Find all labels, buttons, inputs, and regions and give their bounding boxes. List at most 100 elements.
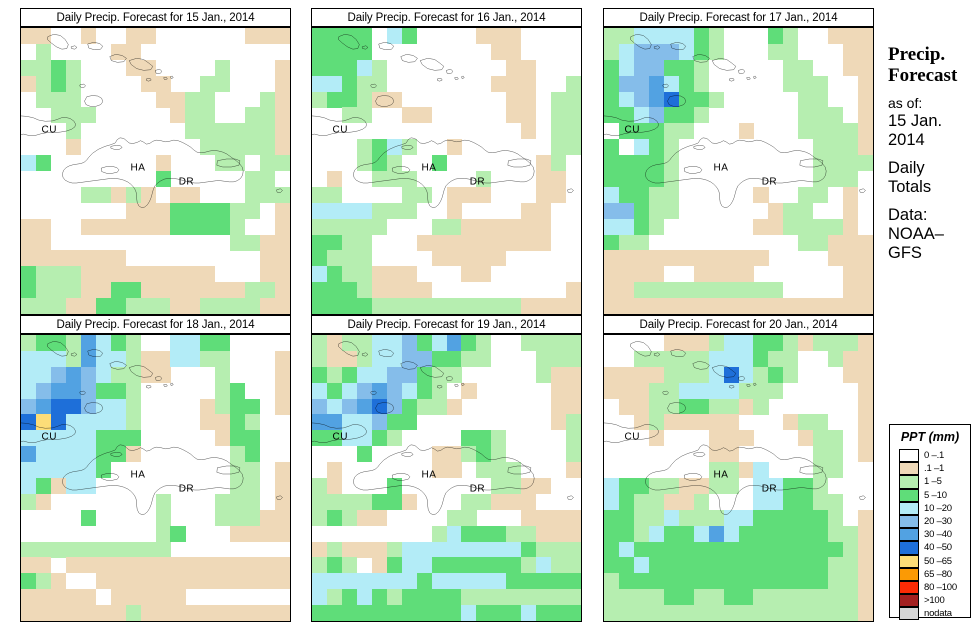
raster-cell	[476, 430, 492, 447]
raster-cell	[416, 557, 432, 574]
raster-cell	[843, 282, 859, 299]
legend-item: 40 –50	[899, 541, 957, 555]
raster-cell	[828, 155, 844, 172]
raster-cell	[356, 59, 372, 76]
raster-cell	[648, 398, 664, 415]
raster-cell	[566, 350, 581, 367]
raster-cell	[35, 250, 52, 267]
raster-cell	[858, 75, 873, 92]
raster-cell	[401, 557, 417, 574]
legend-swatch	[899, 488, 919, 502]
raster-cell	[371, 59, 387, 76]
raster-cell	[65, 250, 81, 267]
raster-cell	[738, 430, 754, 447]
raster-cell	[215, 123, 231, 140]
raster-cell	[416, 234, 432, 251]
raster-cell	[21, 398, 37, 415]
raster-cell	[215, 366, 231, 383]
raster-cell	[858, 335, 873, 352]
raster-cell	[708, 91, 724, 108]
raster-cell	[50, 250, 66, 267]
raster-cell	[21, 350, 37, 367]
raster-cell	[312, 298, 328, 314]
raster-cell	[401, 366, 417, 383]
raster-cell	[446, 525, 462, 542]
raster-cell	[35, 478, 52, 495]
raster-cell	[110, 573, 126, 590]
raster-cell	[446, 250, 462, 267]
raster-cell	[828, 462, 844, 479]
raster-cell	[604, 266, 620, 283]
raster-cell	[768, 298, 784, 314]
raster-cell	[723, 414, 739, 431]
raster-cell	[21, 541, 37, 558]
raster-cell	[843, 28, 859, 45]
raster-cell	[21, 234, 37, 251]
legend-label: 10 –20	[924, 502, 952, 514]
place-label-ha: HA	[130, 162, 146, 174]
raster-cell	[618, 171, 635, 188]
legend-item: 20 –30	[899, 514, 957, 529]
sidebar-data-label: Data:	[888, 206, 928, 224]
raster-cell	[35, 91, 52, 108]
raster-cell	[536, 589, 552, 606]
raster-cell	[476, 573, 492, 590]
raster-cell	[738, 298, 754, 314]
raster-cell	[461, 382, 477, 399]
raster-cell	[155, 91, 171, 108]
raster-cell	[21, 605, 37, 621]
raster-cell	[326, 218, 343, 235]
raster-cell	[461, 250, 477, 267]
raster-cell	[768, 218, 784, 235]
raster-cell	[678, 107, 694, 124]
raster-cell	[798, 91, 814, 108]
raster-cell	[95, 382, 111, 399]
raster-cell	[813, 123, 829, 140]
raster-cell	[828, 541, 844, 558]
raster-cell	[50, 589, 66, 606]
raster-cell	[140, 298, 156, 314]
raster-cell	[341, 298, 357, 314]
raster-cell	[858, 366, 873, 383]
raster-cell	[21, 589, 37, 606]
raster-cell	[506, 107, 522, 124]
raster-cell	[663, 28, 679, 45]
raster-cell	[633, 282, 649, 299]
raster-cell	[431, 350, 447, 367]
raster-cell	[828, 350, 844, 367]
raster-cell	[798, 541, 814, 558]
raster-cell	[604, 478, 620, 495]
raster-cell	[65, 382, 81, 399]
raster-cell	[693, 107, 709, 124]
raster-cell	[312, 282, 328, 299]
raster-cell	[245, 123, 261, 140]
raster-cell	[21, 382, 37, 399]
raster-cell	[371, 282, 387, 299]
raster-cell	[431, 573, 447, 590]
raster-cell	[843, 155, 859, 172]
raster-cell	[723, 282, 739, 299]
raster-cell	[813, 107, 829, 124]
raster-cell	[125, 218, 141, 235]
raster-cell	[386, 541, 402, 558]
raster-cell	[356, 366, 372, 383]
raster-cell	[604, 186, 620, 203]
legend-swatch	[899, 462, 919, 476]
raster-cell	[95, 366, 111, 383]
raster-cell	[843, 541, 859, 558]
raster-cell	[185, 266, 201, 283]
legend-swatch	[899, 475, 919, 489]
raster-cell	[813, 218, 829, 235]
raster-cell	[663, 59, 679, 76]
raster-cell	[260, 557, 276, 574]
raster-cell	[110, 414, 126, 431]
raster-cell	[858, 414, 873, 431]
raster-cell	[753, 335, 769, 352]
raster-cell	[723, 250, 739, 267]
legend-title: PPT (mm)	[900, 430, 960, 444]
raster-cell	[858, 250, 873, 267]
raster-cell	[506, 525, 522, 542]
raster-cell	[768, 366, 784, 383]
raster-cell	[566, 298, 581, 314]
raster-cell	[461, 430, 477, 447]
